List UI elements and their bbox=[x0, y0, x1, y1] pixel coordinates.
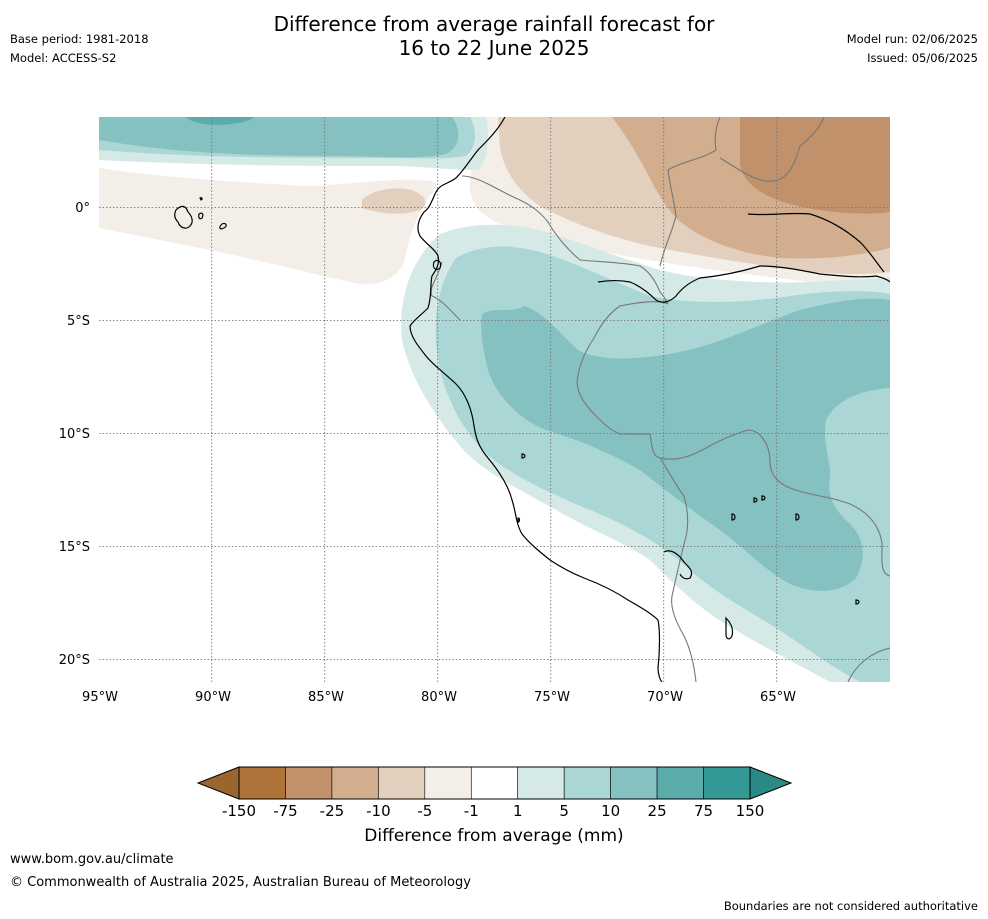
bom-url: www.bom.gov.au/climate bbox=[10, 852, 174, 867]
dry-pale-island bbox=[362, 188, 426, 214]
title-line-1: Difference from average rainfall forecas… bbox=[273, 12, 715, 36]
wet-light-continent bbox=[481, 298, 890, 591]
colorbar-tick-label: 5 bbox=[559, 802, 569, 820]
colorbar-tick-label: -75 bbox=[273, 802, 298, 820]
colorbar-cell bbox=[610, 766, 658, 800]
lon-tick-label: 75°W bbox=[534, 690, 570, 705]
colorbar-cell bbox=[703, 766, 751, 800]
colorbar-tick-label: -5 bbox=[417, 802, 432, 820]
country-boundaries bbox=[430, 117, 890, 682]
meta-left: Base period: 1981-2018 Model: ACCESS-S2 bbox=[10, 30, 149, 68]
colorbar-tick-label: 10 bbox=[601, 802, 620, 820]
colorbar-tick-label: 150 bbox=[736, 802, 765, 820]
colorbar-title: Difference from average (mm) bbox=[364, 826, 624, 846]
base-period: Base period: 1981-2018 bbox=[10, 32, 149, 46]
colorbar-cell bbox=[517, 766, 565, 800]
lon-tick-label: 90°W bbox=[195, 690, 231, 705]
model-run: Model run: 02/06/2025 bbox=[846, 32, 978, 46]
coastlines bbox=[174, 117, 890, 682]
colorbar-tick-label: 25 bbox=[648, 802, 667, 820]
colorbar-cell bbox=[656, 766, 704, 800]
colorbar-cell bbox=[285, 766, 333, 800]
lon-tick-labels: 95°W 90°W 85°W 80°W 75°W 70°W 65°W bbox=[82, 690, 796, 705]
wet-mid-pacific bbox=[186, 117, 254, 125]
colorbar-cell bbox=[563, 766, 611, 800]
lat-tick-label: 0° bbox=[75, 201, 90, 216]
title-line-2: 16 to 22 June 2025 bbox=[398, 36, 590, 60]
colorbar-tick-label: -25 bbox=[320, 802, 345, 820]
colorbar-cell bbox=[331, 766, 379, 800]
lon-tick-label: 80°W bbox=[421, 690, 457, 705]
lat-tick-label: 10°S bbox=[59, 427, 90, 442]
colorbar-over-arrow bbox=[749, 766, 793, 800]
lat-tick-label: 20°S bbox=[59, 653, 90, 668]
colorbar: -150 -75 -25 -10 -5 -1 1 5 10 25 75 150 bbox=[196, 766, 793, 820]
lon-tick-label: 85°W bbox=[308, 690, 344, 705]
colorbar-tick-label: 75 bbox=[694, 802, 713, 820]
colorbar-cell bbox=[470, 766, 519, 800]
colorbar-frame bbox=[238, 766, 751, 800]
lon-tick-label: 70°W bbox=[647, 690, 683, 705]
model-name: Model: ACCESS-S2 bbox=[10, 51, 117, 65]
map-area bbox=[99, 117, 890, 682]
colorbar-cell bbox=[424, 766, 472, 800]
lat-tick-label: 5°S bbox=[67, 314, 90, 329]
lat-tick-labels: 0° 5°S 10°S 15°S 20°S bbox=[59, 201, 90, 668]
colorbar-tick-label: -150 bbox=[222, 802, 256, 820]
issued-date: Issued: 05/06/2025 bbox=[867, 51, 978, 65]
wet-light-pacific bbox=[99, 117, 459, 158]
colorbar-tick-label: 1 bbox=[513, 802, 523, 820]
colorbar-cell bbox=[378, 766, 426, 800]
colorbar-cell bbox=[238, 766, 286, 800]
colorbar-tick-label: -1 bbox=[464, 802, 479, 820]
chart-title: Difference from average rainfall forecas… bbox=[0, 12, 988, 60]
dry-faint-region bbox=[99, 168, 436, 285]
lat-tick-label: 15°S bbox=[59, 540, 90, 555]
meta-right: Model run: 02/06/2025 Issued: 05/06/2025 bbox=[847, 30, 978, 68]
dry-mid-region bbox=[740, 117, 890, 214]
copyright: © Commonwealth of Australia 2025, Austra… bbox=[10, 875, 471, 890]
lon-tick-label: 65°W bbox=[760, 690, 796, 705]
lon-tick-label: 95°W bbox=[82, 690, 118, 705]
disclaimer: Boundaries are not considered authoritat… bbox=[723, 899, 978, 913]
colorbar-tick-label: -10 bbox=[366, 802, 391, 820]
colorbar-under-arrow bbox=[196, 766, 240, 800]
